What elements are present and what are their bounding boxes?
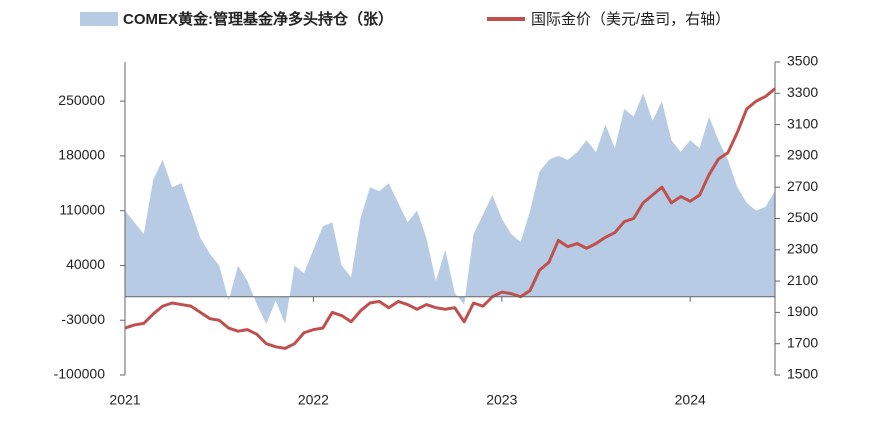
y-tick-label: 40000 (66, 256, 105, 272)
y-tick-label: -30000 (61, 311, 105, 327)
y-tick-label: -100000 (54, 366, 106, 382)
area (125, 93, 775, 325)
y2-tick-label: 2700 (787, 178, 818, 194)
line (124, 87, 776, 350)
y-tick-label: 180000 (58, 147, 105, 163)
y2-tick-label: 3100 (787, 115, 818, 131)
x-tick-label: 2022 (298, 392, 329, 408)
legend-swatch (80, 12, 118, 26)
y2-tick-label: 1900 (787, 303, 818, 319)
y2-tick-label: 2100 (787, 272, 818, 288)
y2-tick-label: 3300 (787, 84, 818, 100)
y2-tick-label: 2500 (787, 209, 818, 225)
y-tick-label: 110000 (59, 201, 105, 217)
legend-label: COMEX黄金:管理基金净多头持仓（张） (123, 10, 393, 28)
y2-tick-label: 1500 (787, 366, 818, 382)
x-tick-label: 2023 (486, 392, 517, 408)
legend-label: 国际金价（美元/盎司，右轴） (531, 11, 730, 28)
x-tick-label: 2021 (109, 392, 140, 408)
y2-tick-label: 1700 (787, 334, 818, 350)
y2-tick-label: 2300 (787, 241, 818, 257)
y-tick-label: 250000 (58, 92, 105, 108)
y2-tick-label: 3500 (787, 53, 818, 69)
y2-tick-label: 2900 (787, 147, 818, 163)
x-tick-label: 2024 (675, 392, 706, 408)
